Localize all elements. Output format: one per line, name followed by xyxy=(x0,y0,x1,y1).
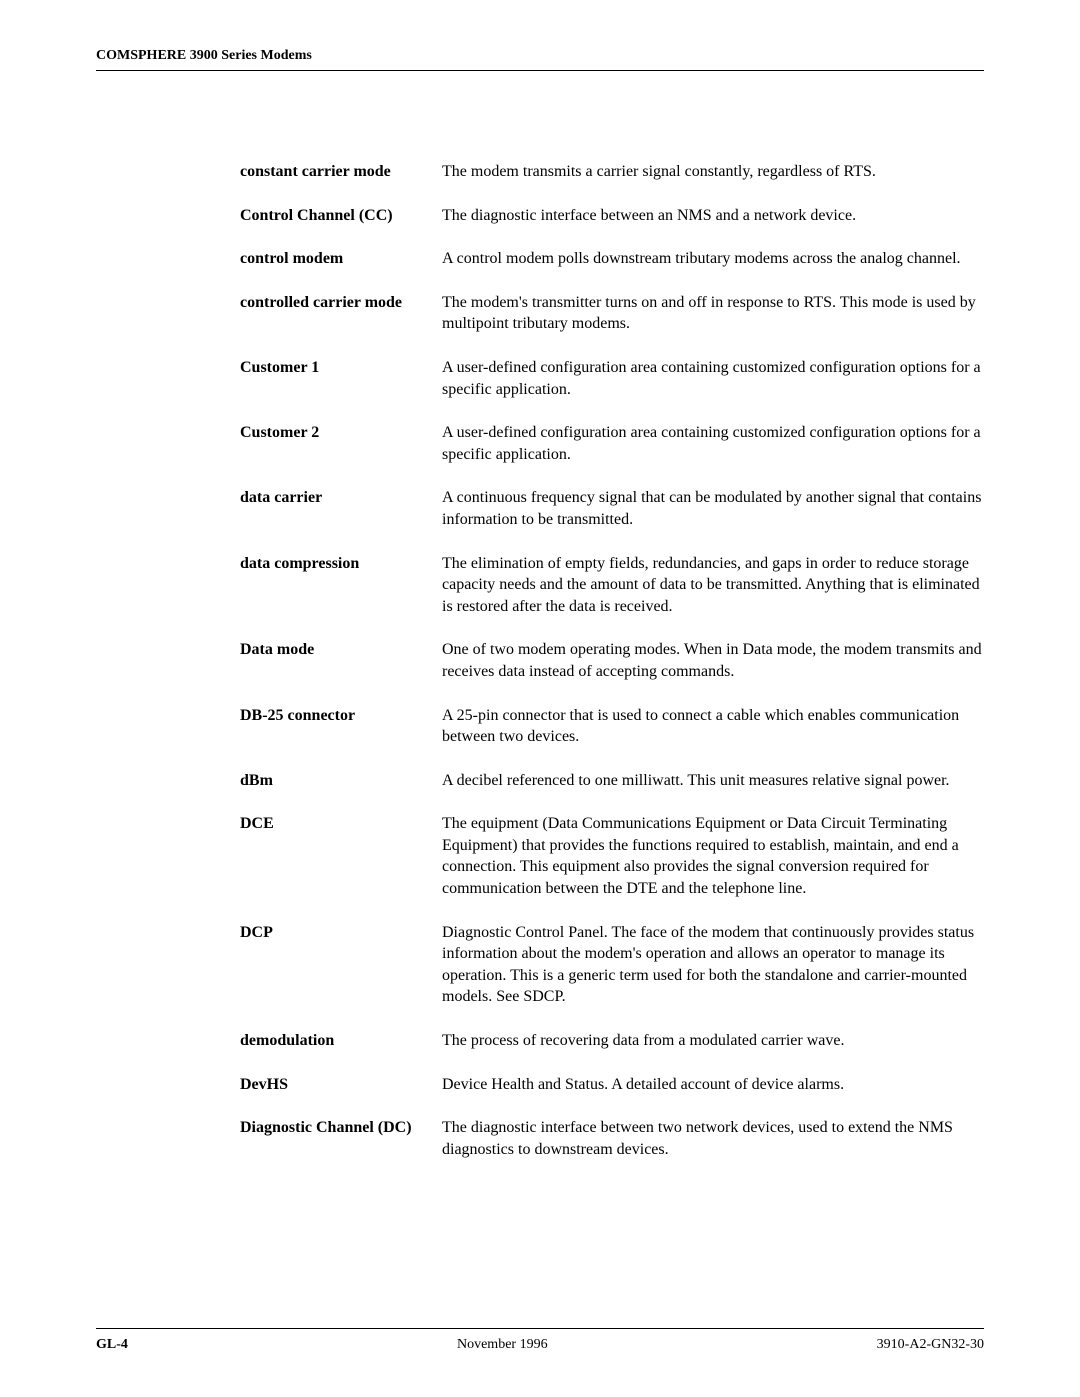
glossary-entry: controlled carrier mode The modem's tran… xyxy=(240,292,984,335)
running-head: COMSPHERE 3900 Series Modems xyxy=(96,48,984,71)
glossary-definition: A decibel referenced to one milliwatt. T… xyxy=(442,770,984,792)
glossary-list: constant carrier mode The modem transmit… xyxy=(240,161,984,1182)
glossary-definition: A continuous frequency signal that can b… xyxy=(442,487,984,530)
glossary-definition: A user-defined configuration area contai… xyxy=(442,422,984,465)
glossary-entry: control modem A control modem polls down… xyxy=(240,248,984,270)
glossary-definition: The modem's transmitter turns on and off… xyxy=(442,292,984,335)
glossary-term: demodulation xyxy=(240,1030,442,1052)
glossary-entry: constant carrier mode The modem transmit… xyxy=(240,161,984,183)
glossary-entry: DCP Diagnostic Control Panel. The face o… xyxy=(240,922,984,1008)
glossary-entry: DB-25 connector A 25-pin connector that … xyxy=(240,705,984,748)
glossary-entry: data carrier A continuous frequency sign… xyxy=(240,487,984,530)
glossary-term: data compression xyxy=(240,553,442,618)
glossary-term: DCP xyxy=(240,922,442,1008)
glossary-definition: One of two modem operating modes. When i… xyxy=(442,639,984,682)
glossary-term: control modem xyxy=(240,248,442,270)
glossary-term: DCE xyxy=(240,813,442,899)
glossary-term: Customer 1 xyxy=(240,357,442,400)
glossary-entry: DevHS Device Health and Status. A detail… xyxy=(240,1074,984,1096)
glossary-term: dBm xyxy=(240,770,442,792)
footer-spacer xyxy=(96,1182,984,1328)
glossary-term: Customer 2 xyxy=(240,422,442,465)
glossary-term: data carrier xyxy=(240,487,442,530)
glossary-entry: Customer 1 A user-defined configuration … xyxy=(240,357,984,400)
glossary-definition: The diagnostic interface between two net… xyxy=(442,1117,984,1160)
footer-doc-number: 3910-A2-GN32-30 xyxy=(877,1337,984,1353)
footer-date: November 1996 xyxy=(457,1337,548,1353)
glossary-entry: DCE The equipment (Data Communications E… xyxy=(240,813,984,899)
glossary-definition: A control modem polls downstream tributa… xyxy=(442,248,984,270)
glossary-entry: Customer 2 A user-defined configuration … xyxy=(240,422,984,465)
glossary-definition: A user-defined configuration area contai… xyxy=(442,357,984,400)
glossary-definition: The process of recovering data from a mo… xyxy=(442,1030,984,1052)
glossary-definition: The modem transmits a carrier signal con… xyxy=(442,161,984,183)
page-footer: GL-4 November 1996 3910-A2-GN32-30 xyxy=(96,1328,984,1353)
glossary-definition: The equipment (Data Communications Equip… xyxy=(442,813,984,899)
glossary-definition: Device Health and Status. A detailed acc… xyxy=(442,1074,984,1096)
glossary-entry: Diagnostic Channel (DC) The diagnostic i… xyxy=(240,1117,984,1160)
glossary-definition: The diagnostic interface between an NMS … xyxy=(442,205,984,227)
glossary-term: DB-25 connector xyxy=(240,705,442,748)
glossary-entry: demodulation The process of recovering d… xyxy=(240,1030,984,1052)
glossary-term: constant carrier mode xyxy=(240,161,442,183)
glossary-term: Control Channel (CC) xyxy=(240,205,442,227)
page: COMSPHERE 3900 Series Modems constant ca… xyxy=(0,0,1080,1397)
glossary-entry: Data mode One of two modem operating mod… xyxy=(240,639,984,682)
glossary-entry: data compression The elimination of empt… xyxy=(240,553,984,618)
glossary-definition: The elimination of empty fields, redunda… xyxy=(442,553,984,618)
glossary-term: DevHS xyxy=(240,1074,442,1096)
glossary-term: Diagnostic Channel (DC) xyxy=(240,1117,442,1160)
glossary-term: controlled carrier mode xyxy=(240,292,442,335)
glossary-definition: A 25-pin connector that is used to conne… xyxy=(442,705,984,748)
glossary-entry: dBm A decibel referenced to one milliwat… xyxy=(240,770,984,792)
glossary-term: Data mode xyxy=(240,639,442,682)
glossary-definition: Diagnostic Control Panel. The face of th… xyxy=(442,922,984,1008)
glossary-entry: Control Channel (CC) The diagnostic inte… xyxy=(240,205,984,227)
footer-page-number: GL-4 xyxy=(96,1337,128,1353)
